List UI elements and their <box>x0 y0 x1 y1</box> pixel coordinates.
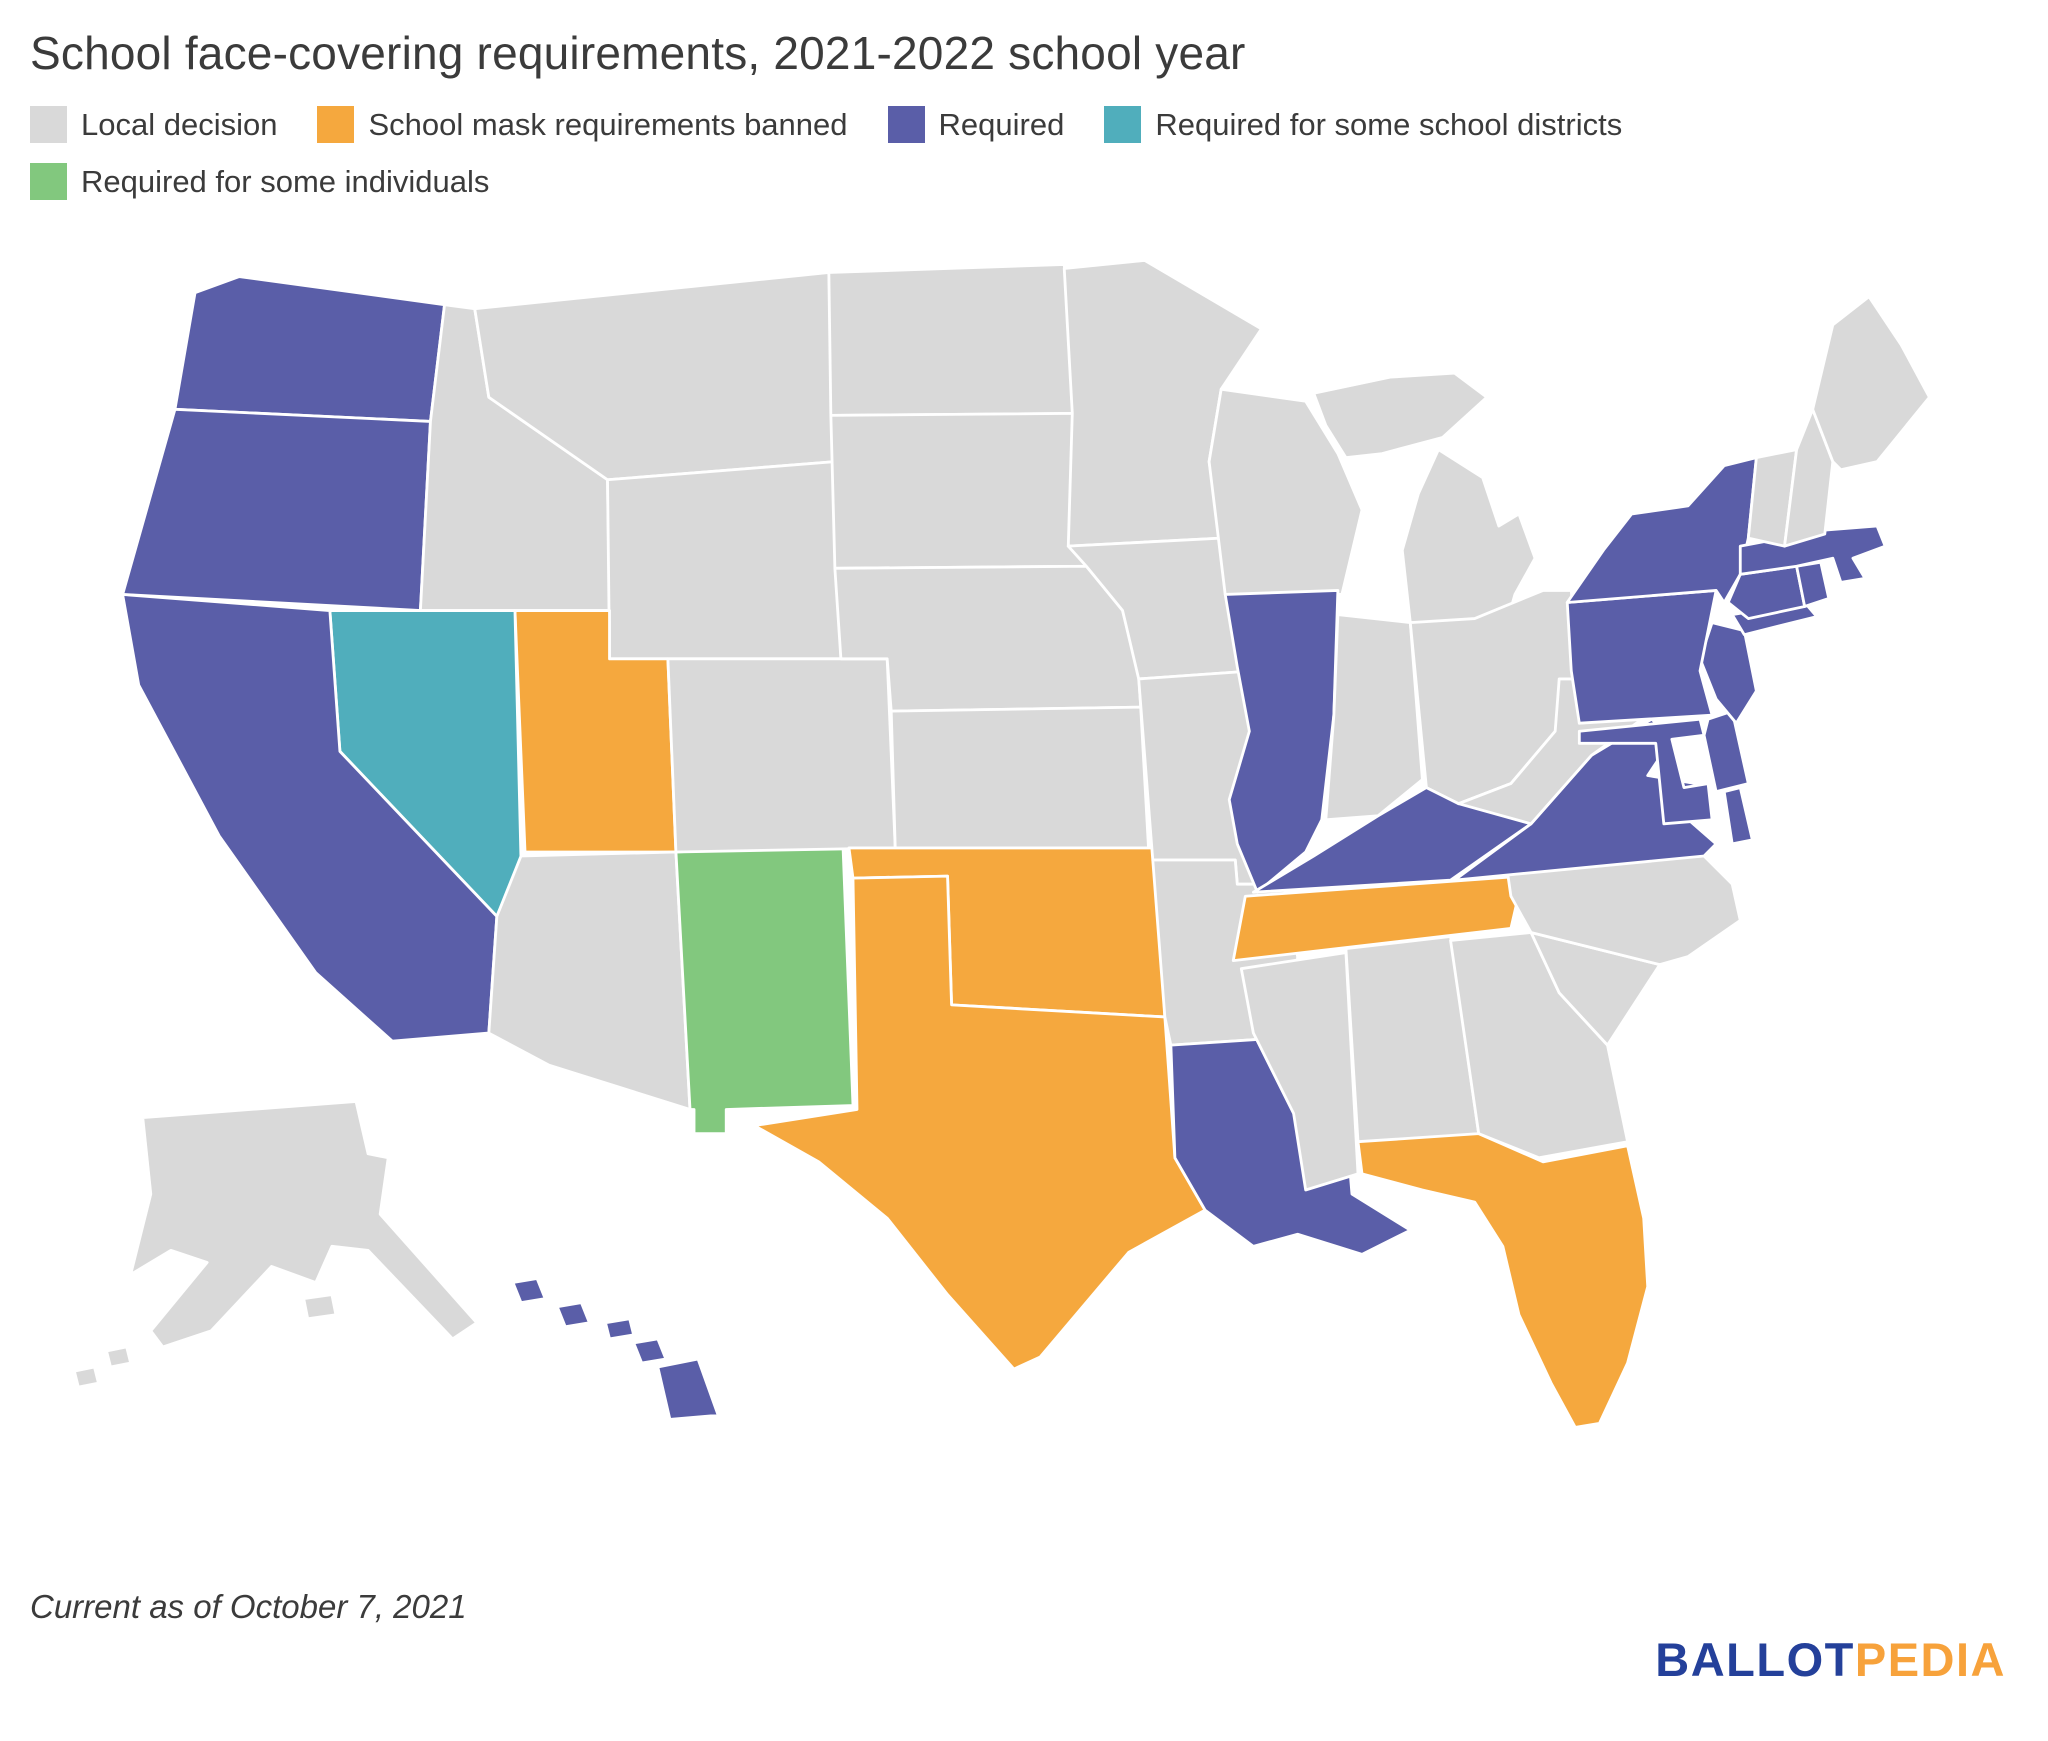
legend-label-banned: School mask requirements banned <box>368 106 848 142</box>
as-of-note: Current as of October 7, 2021 <box>30 1588 467 1625</box>
legend-label-local: Local decision <box>81 106 278 142</box>
legend-item-individuals: Required for some individuals <box>30 163 489 200</box>
map-united-states <box>72 259 1931 1429</box>
state-nd <box>827 263 1078 417</box>
state-sd <box>829 411 1088 570</box>
state-ca <box>121 593 499 1043</box>
state-wy <box>606 460 843 661</box>
map-container <box>18 212 2030 1500</box>
state-pa <box>1565 589 1718 725</box>
legend-item-districts: Required for some school districts <box>1104 106 1622 143</box>
state-hi <box>511 1277 720 1421</box>
legend-swatch-individuals <box>30 163 67 200</box>
state-az <box>487 850 692 1111</box>
logo-pedia: PEDIA <box>1854 1633 2006 1686</box>
logo-ballot: BALLOT <box>1655 1633 1855 1686</box>
state-or <box>121 407 432 612</box>
state-wi <box>1207 387 1364 596</box>
state-mi <box>1312 371 1537 625</box>
legend-swatch-banned <box>317 106 355 143</box>
state-wa <box>173 275 446 423</box>
legend-item-required: Required <box>887 106 1065 143</box>
state-in <box>1324 613 1424 822</box>
state-tx <box>752 874 1207 1371</box>
state-tn <box>1231 874 1525 963</box>
state-ks <box>889 705 1151 854</box>
state-fl <box>1356 1132 1650 1429</box>
state-nc <box>1505 854 1742 967</box>
page-title: School face-covering requirements, 2021-… <box>30 27 1246 79</box>
state-ak <box>72 1100 479 1389</box>
legend-swatch-local <box>30 106 67 143</box>
ballotpedia-logo: BALLOTPEDIA <box>1655 1632 2006 1687</box>
legend-row-1: Local decision School mask requirements … <box>30 106 1622 143</box>
state-co <box>666 657 897 854</box>
legend-swatch-districts <box>1104 106 1142 143</box>
legend-item-banned: School mask requirements banned <box>317 106 848 143</box>
legend-label-districts: Required for some school districts <box>1155 106 1623 142</box>
state-md <box>1577 717 1714 826</box>
legend-item-local: Local decision <box>30 106 277 143</box>
state-nm <box>674 842 855 1136</box>
legend-swatch-required <box>887 106 925 143</box>
legend: Local decision School mask requirements … <box>30 106 1622 220</box>
legend-label-required: Required <box>938 106 1065 142</box>
state-nh <box>1783 407 1835 548</box>
legend-label-individuals: Required for some individuals <box>81 163 490 199</box>
state-de <box>1702 709 1750 794</box>
state-me <box>1811 295 1931 472</box>
legend-row-2: Required for some individuals <box>30 163 1622 200</box>
